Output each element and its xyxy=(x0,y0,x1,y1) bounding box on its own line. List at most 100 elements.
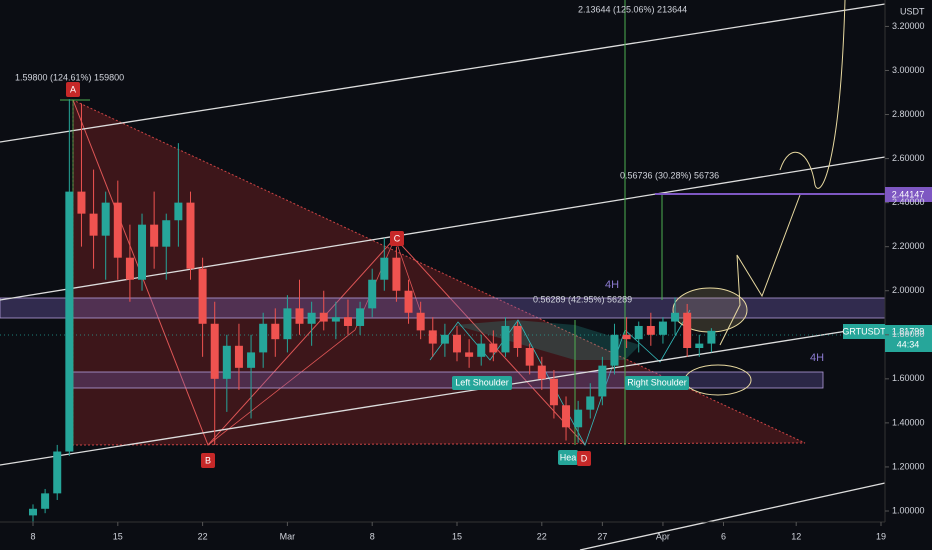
candle-body xyxy=(586,396,595,410)
y-tick-label: 3.00000 xyxy=(892,65,925,75)
y-tick-label: 3.20000 xyxy=(892,21,925,31)
candle-body xyxy=(671,312,680,322)
point-box xyxy=(558,450,578,465)
candle-body xyxy=(356,308,365,326)
candle-body xyxy=(598,365,607,397)
y-tick-label: 1.20000 xyxy=(892,461,925,471)
candle-body xyxy=(65,191,74,452)
last-price: 1.81799 xyxy=(892,326,925,336)
channel-mid xyxy=(0,156,886,301)
point-label: Left Shoulder xyxy=(455,377,509,387)
candle-body xyxy=(549,378,558,406)
point-box xyxy=(452,376,512,390)
candle-body xyxy=(331,317,340,322)
candle-body xyxy=(440,334,449,344)
symbol: GRTUSDT xyxy=(842,326,886,336)
x-tick-label: 15 xyxy=(113,531,123,541)
point-box xyxy=(390,231,404,246)
x-tick-label: 19 xyxy=(876,531,886,541)
x-tick-label: 12 xyxy=(791,531,801,541)
candle-body xyxy=(683,312,692,348)
y-tick-label: 1.60000 xyxy=(892,373,925,383)
candle-body xyxy=(477,343,486,357)
candle-body xyxy=(537,365,546,379)
candle-body xyxy=(646,325,655,335)
y-tick-label: 2.80000 xyxy=(892,109,925,119)
candle-body xyxy=(234,345,243,368)
candle-body xyxy=(77,191,86,214)
candle-body xyxy=(501,325,510,353)
hs-fill xyxy=(455,320,640,360)
zone-lower xyxy=(72,371,824,389)
channel-low xyxy=(0,324,886,466)
x-tick-label: 8 xyxy=(30,531,35,541)
y-tick-label: 1.80000 xyxy=(892,329,925,339)
candle-body xyxy=(610,334,619,366)
x-tick-label: Apr xyxy=(656,531,670,541)
candle-body xyxy=(247,352,256,368)
axis-unit: USDT xyxy=(900,6,925,16)
point-box xyxy=(201,453,215,468)
candle-body xyxy=(259,323,268,353)
candle-body xyxy=(707,330,716,344)
candle-body xyxy=(271,323,280,340)
x-tick-label: 22 xyxy=(537,531,547,541)
point-label: A xyxy=(70,84,76,94)
candle-body xyxy=(392,257,401,291)
candle-body xyxy=(380,257,389,280)
candle-body xyxy=(210,323,219,379)
candle-body xyxy=(634,325,643,340)
candle-body xyxy=(622,334,631,340)
timeframe: 4H xyxy=(605,279,619,291)
x-tick-label: 22 xyxy=(198,531,208,541)
y-tick-label: 1.00000 xyxy=(892,505,925,515)
candle-body xyxy=(150,224,159,247)
candle-body xyxy=(283,308,292,340)
x-tick-label: 27 xyxy=(597,531,607,541)
candle-body xyxy=(695,343,704,348)
candle-body xyxy=(574,409,583,428)
candle-body xyxy=(295,308,304,324)
candle-body xyxy=(89,213,98,236)
candle-body xyxy=(307,312,316,324)
candle-body xyxy=(162,220,171,247)
point-label: Right Shoulder xyxy=(627,377,687,387)
annotation: 0.56736 (30.28%) 56736 xyxy=(620,170,719,180)
candle-body xyxy=(29,508,37,516)
x-tick-label: 8 xyxy=(370,531,375,541)
candle-body xyxy=(453,334,461,353)
candle-body xyxy=(174,202,183,221)
y-tick-label: 2.60000 xyxy=(892,153,925,163)
point-label: D xyxy=(581,453,588,463)
candle-body xyxy=(404,290,413,313)
candle-body xyxy=(198,268,207,324)
projection xyxy=(719,194,801,346)
y-tick-label: 2.20000 xyxy=(892,241,925,251)
x-tick-label: 15 xyxy=(452,531,462,541)
symbol-box xyxy=(843,324,885,339)
target-box xyxy=(885,187,932,202)
point-box xyxy=(625,376,689,390)
countdown: 44:34 xyxy=(897,339,920,349)
point-label: Hea xyxy=(560,452,577,462)
candle-body xyxy=(658,321,667,335)
point-box xyxy=(66,82,80,97)
zone-upper xyxy=(0,297,886,319)
annotation: 0.56289 (42.95%) 56289 xyxy=(533,294,632,304)
candle-body xyxy=(41,493,50,509)
candles xyxy=(29,99,716,522)
candle-body xyxy=(186,202,195,269)
candle-body xyxy=(416,312,425,331)
projection-curve xyxy=(779,0,846,189)
channel-bottom xyxy=(579,482,886,550)
candle-body xyxy=(53,451,62,494)
candle-body xyxy=(525,348,534,366)
annotation: 2.13644 (125.06%) 213644 xyxy=(578,4,687,14)
price-axis xyxy=(885,0,932,550)
x-tick-label: 6 xyxy=(721,531,726,541)
candle-body xyxy=(319,312,328,322)
target-price: 2.44147 xyxy=(892,189,925,199)
annotation: 1.59800 (124.61%) 159800 xyxy=(15,72,124,82)
candle-body xyxy=(222,345,231,379)
